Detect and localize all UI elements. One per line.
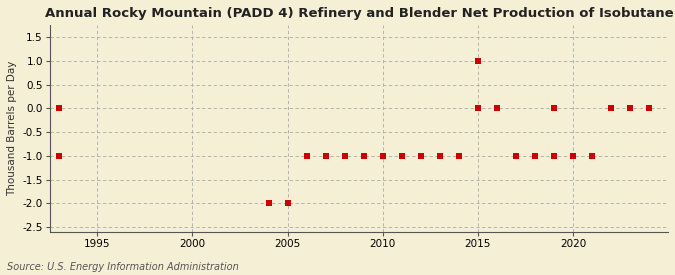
Point [549,154,560,158]
Point [263,201,274,206]
Point [377,154,388,158]
Point [549,106,560,111]
Point [415,154,426,158]
Point [54,106,65,111]
Point [320,154,331,158]
Point [472,59,483,63]
Text: Source: U.S. Energy Information Administration: Source: U.S. Energy Information Administ… [7,262,238,272]
Point [568,154,578,158]
Point [644,106,655,111]
Point [301,154,312,158]
Point [396,154,407,158]
Point [472,106,483,111]
Point [358,154,369,158]
Point [301,154,312,158]
Point [529,154,540,158]
Point [377,154,388,158]
Title: Annual Rocky Mountain (PADD 4) Refinery and Blender Net Production of Isobutane: Annual Rocky Mountain (PADD 4) Refinery … [45,7,673,20]
Point [510,154,521,158]
Point [454,154,464,158]
Point [54,154,65,158]
Point [624,106,635,111]
Point [340,154,350,158]
Point [491,106,502,111]
Point [624,106,635,111]
Point [282,201,293,206]
Point [510,154,521,158]
Y-axis label: Thousand Barrels per Day: Thousand Barrels per Day [7,61,17,196]
Point [435,154,446,158]
Point [340,154,350,158]
Point [587,154,597,158]
Point [605,106,616,111]
Point [396,154,407,158]
